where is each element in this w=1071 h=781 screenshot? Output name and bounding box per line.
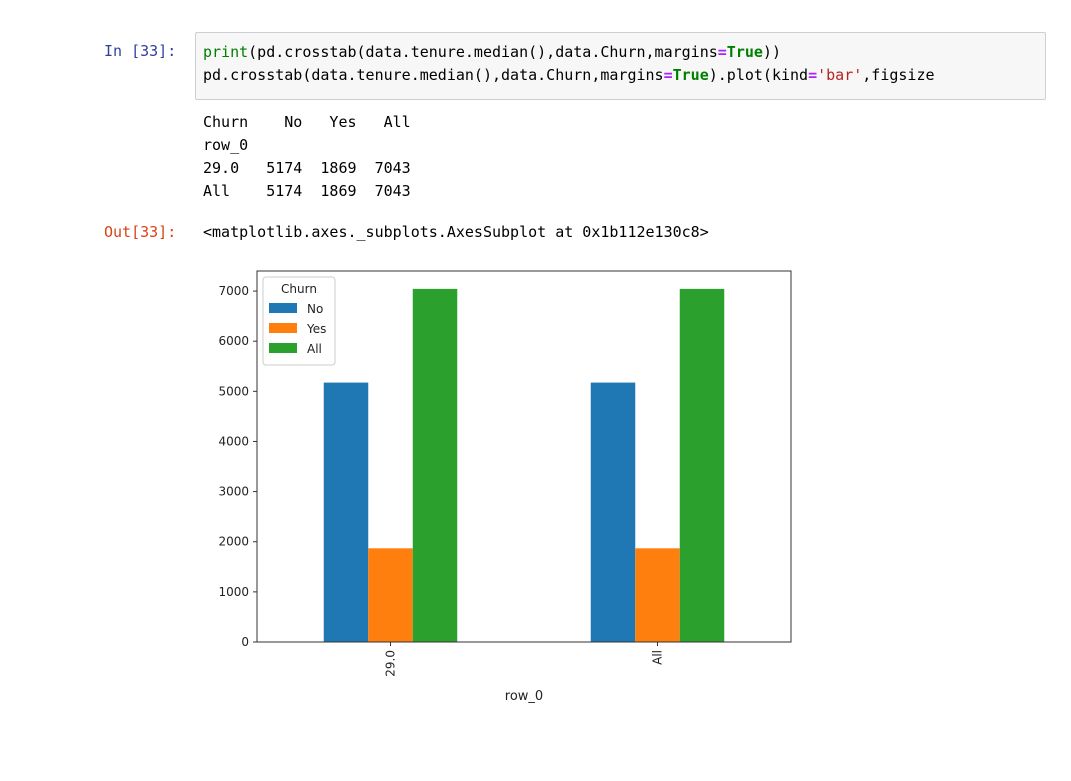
legend-label-all: All	[307, 342, 322, 356]
legend-swatch-yes	[269, 323, 297, 333]
output-prompt: Out[33]:	[104, 223, 177, 241]
code-line-2: pd.crosstab(data.tenure.median(),data.Ch…	[203, 66, 935, 84]
bar-yes-all	[635, 548, 680, 642]
input-prompt: In [33]:	[104, 42, 177, 60]
axes-frame	[256, 270, 792, 643]
legend-swatch-all	[269, 343, 297, 353]
y-tick-label: 4000	[218, 434, 249, 448]
bar-no-all	[590, 382, 636, 642]
bar-chart-figure: 0 1000 2000 3000 4000 5000 6000 7000 29.0 All row_…	[195, 260, 815, 724]
x-axis-label: row_0	[505, 689, 543, 704]
legend-label-no: No	[307, 302, 323, 316]
bar-yes-29.0	[368, 548, 413, 642]
y-tick-label: 7000	[218, 284, 249, 298]
code-input-cell[interactable]: print(pd.crosstab(data.tenure.median(),d…	[195, 32, 1046, 100]
stdout-line: 29.0 5174 1869 7043	[203, 159, 411, 177]
bar-no-29.0	[323, 382, 369, 642]
legend-title: Churn	[281, 282, 317, 296]
bar-all-all	[679, 288, 725, 642]
y-tick-label: 3000	[218, 485, 249, 499]
output-repr: <matplotlib.axes._subplots.AxesSubplot a…	[203, 223, 709, 241]
y-tick-label: 1000	[218, 585, 249, 599]
stdout-line: Churn No Yes All	[203, 113, 411, 131]
bar-all-29.0	[412, 288, 458, 642]
stdout-line: row_0	[203, 136, 249, 154]
code-line-1: print(pd.crosstab(data.tenure.median(),d…	[203, 43, 781, 61]
legend-label-yes: Yes	[306, 322, 326, 336]
y-tick-label: 2000	[218, 535, 249, 549]
stdout-line: All 5174 1869 7043	[203, 182, 411, 200]
y-tick-label: 6000	[218, 334, 249, 348]
x-tick-label: 29.0	[384, 650, 398, 677]
y-tick-label: 0	[241, 635, 249, 649]
y-tick-label: 5000	[218, 384, 249, 398]
legend-swatch-no	[269, 303, 297, 313]
bar-chart: 0 1000 2000 3000 4000 5000 6000 7000 29.0 All row_…	[218, 270, 792, 704]
x-tick-label: All	[651, 650, 665, 665]
